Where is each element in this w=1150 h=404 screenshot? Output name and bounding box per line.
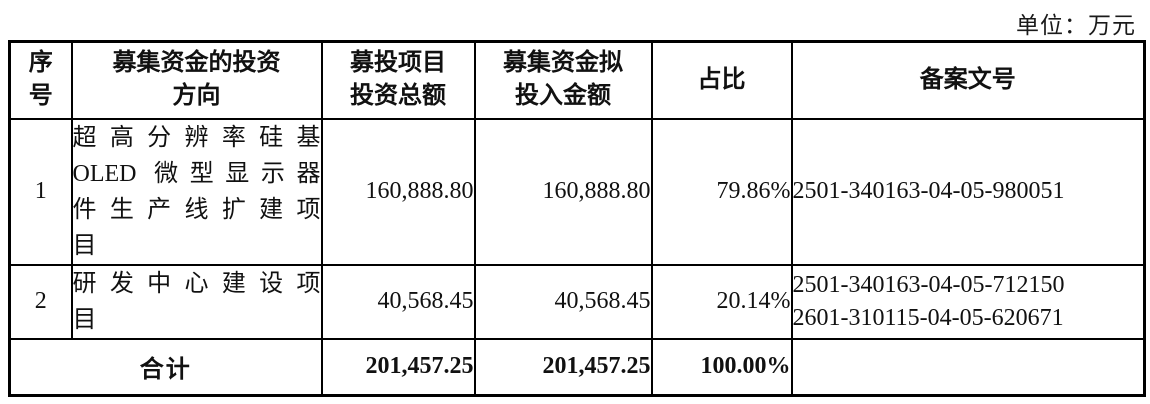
header-col-no: 序 号 bbox=[8, 40, 73, 120]
table-row-2: 2 研发中心建设项 目 40,568.45 40,568.45 20.14% 2… bbox=[8, 263, 1146, 340]
row1-filing-cell: 2501-340163-04-05-980051 bbox=[790, 117, 1146, 266]
total-filing-cell bbox=[790, 337, 1146, 397]
funding-table: 序 号 募集资金的投资 方向 募投项目 投资总额 募集资金拟 投入金额 占比 备… bbox=[8, 40, 1146, 397]
row2-no-cell: 2 bbox=[8, 263, 73, 340]
row1-total-cell: 160,888.80 bbox=[320, 117, 476, 266]
total-proposed-cell: 201,457.25 bbox=[473, 337, 653, 397]
row2-total-cell: 40,568.45 bbox=[320, 263, 476, 340]
table-row-1: 1 超高分辨率硅基 OLED 微型显示器 件生产线扩建项 目 160,888.8… bbox=[8, 117, 1146, 266]
total-total-cell: 201,457.25 bbox=[320, 337, 476, 397]
row1-no-cell: 1 bbox=[8, 117, 73, 266]
total-label-cell: 合计 bbox=[8, 337, 323, 397]
row1-proposed-cell: 160,888.80 bbox=[473, 117, 653, 266]
row2-direction-cell: 研发中心建设项 目 bbox=[70, 263, 323, 340]
row1-direction-cell: 超高分辨率硅基 OLED 微型显示器 件生产线扩建项 目 bbox=[70, 117, 323, 266]
header-col-direction: 募集资金的投资 方向 bbox=[70, 40, 323, 120]
table-header-row: 序 号 募集资金的投资 方向 募投项目 投资总额 募集资金拟 投入金额 占比 备… bbox=[8, 40, 1146, 120]
header-col-proposed-amount: 募集资金拟 投入金额 bbox=[473, 40, 653, 120]
unit-label: 单位：万元 bbox=[1016, 13, 1136, 38]
row1-ratio-cell: 79.86% bbox=[650, 117, 793, 266]
table-total-row: 合计 201,457.25 201,457.25 100.00% bbox=[8, 337, 1146, 397]
total-ratio-cell: 100.00% bbox=[650, 337, 793, 397]
row2-proposed-cell: 40,568.45 bbox=[473, 263, 653, 340]
header-col-filing-number: 备案文号 bbox=[790, 40, 1146, 120]
header-col-ratio: 占比 bbox=[650, 40, 793, 120]
header-col-total-investment: 募投项目 投资总额 bbox=[320, 40, 476, 120]
row2-ratio-cell: 20.14% bbox=[650, 263, 793, 340]
row2-filing-cell: 2501-340163-04-05-712150 2601-310115-04-… bbox=[790, 263, 1146, 340]
